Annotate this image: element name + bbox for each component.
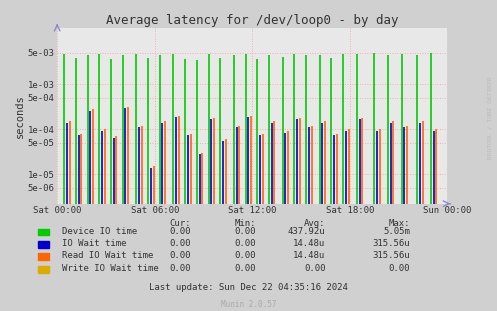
Text: 0.00: 0.00 (235, 227, 256, 235)
Text: Munin 2.0.57: Munin 2.0.57 (221, 300, 276, 309)
Y-axis label: seconds: seconds (15, 94, 25, 138)
Text: 0.00: 0.00 (304, 264, 326, 273)
Text: 0.00: 0.00 (170, 264, 191, 273)
Title: Average latency for /dev/loop0 - by day: Average latency for /dev/loop0 - by day (106, 14, 399, 27)
Text: 437.92u: 437.92u (288, 227, 326, 235)
Text: 0.00: 0.00 (235, 239, 256, 248)
Text: 0.00: 0.00 (389, 264, 410, 273)
Text: 14.48u: 14.48u (293, 239, 326, 248)
Text: Max:: Max: (389, 219, 410, 228)
Text: 5.05m: 5.05m (383, 227, 410, 235)
Text: 315.56u: 315.56u (372, 252, 410, 260)
Text: Device IO time: Device IO time (62, 227, 137, 235)
Text: Avg:: Avg: (304, 219, 326, 228)
Text: 14.48u: 14.48u (293, 252, 326, 260)
Text: Last update: Sun Dec 22 04:35:16 2024: Last update: Sun Dec 22 04:35:16 2024 (149, 283, 348, 292)
Text: Min:: Min: (235, 219, 256, 228)
Text: RRDTOOL / TOBI OETIKER: RRDTOOL / TOBI OETIKER (487, 77, 492, 160)
Text: Cur:: Cur: (170, 219, 191, 228)
Text: 0.00: 0.00 (235, 264, 256, 273)
Text: 315.56u: 315.56u (372, 239, 410, 248)
Text: 0.00: 0.00 (170, 252, 191, 260)
Text: 0.00: 0.00 (170, 239, 191, 248)
Text: Write IO Wait time: Write IO Wait time (62, 264, 159, 273)
Text: IO Wait time: IO Wait time (62, 239, 127, 248)
Text: 0.00: 0.00 (170, 227, 191, 235)
Text: 0.00: 0.00 (235, 252, 256, 260)
Text: Read IO Wait time: Read IO Wait time (62, 252, 154, 260)
